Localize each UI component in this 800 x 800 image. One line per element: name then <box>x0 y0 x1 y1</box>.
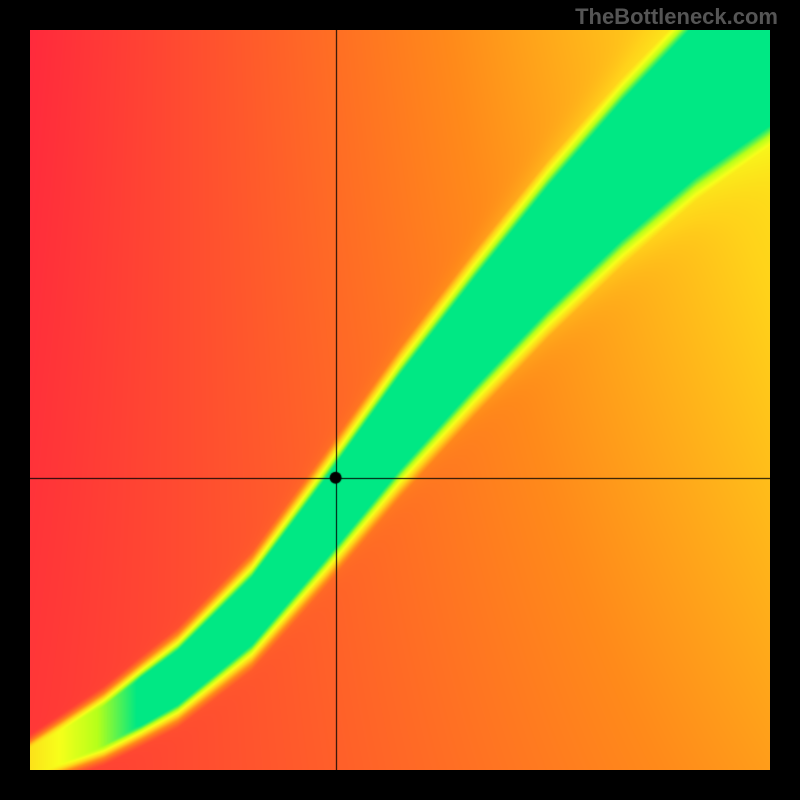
chart-container: TheBottleneck.com <box>0 0 800 800</box>
heatmap-plot <box>30 30 770 770</box>
watermark-text: TheBottleneck.com <box>575 4 778 30</box>
